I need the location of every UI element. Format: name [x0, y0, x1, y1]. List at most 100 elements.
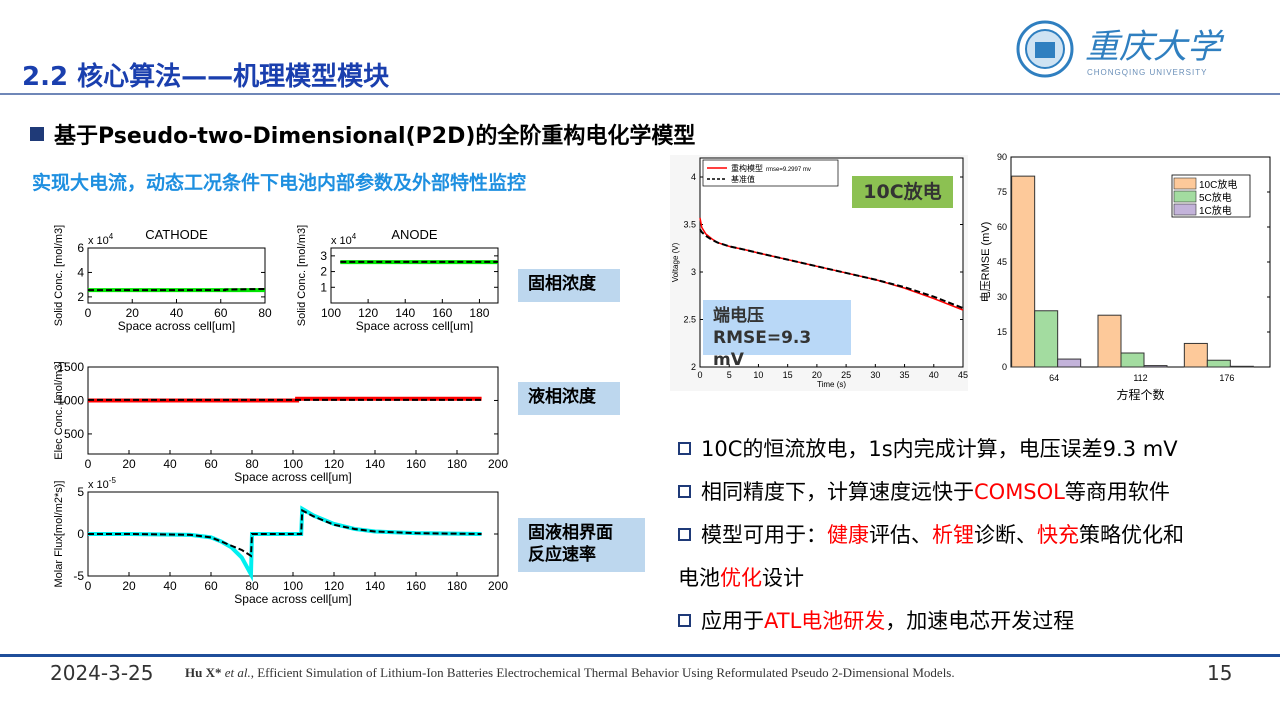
x-tick-label: 140 [395, 306, 415, 320]
series-line-1 [88, 287, 266, 292]
x-tick-label: 10 [753, 370, 763, 380]
x-tick-label: 25 [841, 370, 851, 380]
tag-electrolyte-concentration: 液相浓度 [518, 382, 620, 415]
plot-area [87, 247, 266, 304]
x-axis-label: 方程个数 [1116, 387, 1164, 402]
x-axis-label: Space across cell[um] [356, 319, 473, 333]
bullet-item: 应用于ATL电池研发，加速电芯开发过程 [678, 600, 1278, 643]
bullet-text: 诊断、 [974, 523, 1037, 547]
x-tick-label: 80 [245, 579, 259, 593]
university-logo: 重庆大学 CHONGQING UNIVERSITY [1016, 20, 1225, 78]
x-tick-label: 140 [365, 579, 385, 593]
x-tick-label: 120 [324, 457, 344, 471]
section-heading: 基于Pseudo-two-Dimensional(P2D)的全阶重构电化学模型 [30, 118, 695, 150]
y-scale-label: x 104 [88, 232, 114, 247]
y-axis-label: Molar Flux[mol/m2*s)] [53, 481, 65, 588]
y-tick-label: 4 [691, 172, 696, 182]
tag-line: 反应速率 [528, 545, 596, 565]
x-tick-label: 120 [324, 579, 344, 593]
series-line-1 [88, 508, 482, 558]
y-tick-label: -5 [73, 569, 84, 583]
y-axis-label: 电压RMSE (mV) [979, 222, 992, 303]
x-tick-label: 140 [365, 457, 385, 471]
y-tick-label: 2 [691, 362, 696, 372]
hollow-square-bullet-icon [678, 614, 691, 627]
bullet-text: 评估、 [869, 523, 932, 547]
plot-area [330, 247, 499, 304]
y-tick-label: 3 [320, 249, 327, 263]
footer-divider [0, 654, 1280, 657]
x-tick-label: 176 [1219, 373, 1234, 383]
bar-10C放电-64 [1011, 175, 1036, 368]
bar-10C放电-176 [1183, 342, 1208, 368]
bullet-text: 电池 [678, 566, 720, 590]
bullet-item: 相同精度下，计算速度远快于COMSOL等商用软件 [678, 471, 1278, 514]
y-tick-label: 0 [1002, 362, 1007, 372]
bullet-text: 模型可用于： [701, 523, 827, 547]
citation-text: , Efficient Simulation of Lithium-Ion Ba… [250, 665, 955, 680]
y-tick-label: 2.5 [683, 315, 696, 325]
x-tick-label: 80 [258, 306, 272, 320]
svg-text:重庆大学: 重庆大学 [1085, 28, 1225, 66]
highlight-text: 优化 [720, 566, 762, 590]
footer-date: 2024-3-25 [50, 661, 154, 685]
plot-area [87, 366, 499, 455]
x-tick-label: 64 [1049, 373, 1059, 383]
x-tick-label: 30 [870, 370, 880, 380]
bullet-text: 相同精度下，计算速度远快于 [701, 480, 974, 504]
legend-box [702, 159, 839, 187]
bullet-list: 10C的恒流放电，1s内完成计算，电压误差9.3 mV 相同精度下，计算速度远快于… [678, 428, 1278, 643]
y-tick-label: 15 [997, 327, 1007, 337]
title-divider [0, 93, 1280, 95]
x-tick-label: 20 [812, 370, 822, 380]
heading-text: 基于Pseudo-two-Dimensional(P2D)的全阶重构电化学模型 [54, 124, 696, 149]
y-axis-label: Solid Conc. [mol/m3] [296, 225, 308, 326]
bullet-item: 电池优化设计 [678, 557, 1278, 600]
x-tick-label: 160 [406, 579, 426, 593]
bar-1C放电-64 [1057, 358, 1082, 368]
y-tick-label: 90 [997, 152, 1007, 162]
y-tick-label: 1 [320, 280, 327, 294]
x-axis-label: Time (s) [817, 380, 846, 389]
y-axis-label: Elec Conc. [mol/m3] [53, 361, 65, 459]
bar-5C放电-176 [1206, 359, 1231, 368]
highlight-text: 快充 [1037, 523, 1079, 547]
bullet-item: 10C的恒流放电，1s内完成计算，电压误差9.3 mV [678, 428, 1278, 471]
y-tick-label: 5 [77, 485, 84, 499]
x-tick-label: 60 [204, 457, 218, 471]
tag-line: 固液相界面 [528, 523, 613, 543]
hollow-square-bullet-icon [678, 528, 691, 541]
x-axis-label: Space across cell[um] [118, 319, 235, 333]
x-tick-label: 0 [85, 306, 92, 320]
bullet-item: 模型可用于：健康评估、析锂诊断、快充策略优化和 [678, 514, 1278, 557]
y-scale-label: x 10-5 [88, 476, 116, 491]
x-tick-label: 60 [214, 306, 228, 320]
svg-text:CHONGQING UNIVERSITY: CHONGQING UNIVERSITY [1087, 68, 1207, 77]
highlight-text: 健康 [827, 523, 869, 547]
x-tick-label: 80 [245, 457, 259, 471]
legend-swatch [1173, 177, 1197, 190]
y-axis-label: Solid Conc. [mol/m3] [53, 225, 65, 326]
x-tick-label: 160 [406, 457, 426, 471]
legend-swatch [1173, 203, 1197, 216]
x-tick-label: 15 [783, 370, 793, 380]
x-tick-label: 40 [170, 306, 184, 320]
legend-label: 1C放电 [1199, 204, 1232, 217]
x-tick-label: 180 [447, 457, 467, 471]
x-tick-label: 40 [929, 370, 939, 380]
citation-author: Hu X* [185, 665, 222, 680]
legend-label: 10C放电 [1199, 178, 1237, 191]
rmse-callout: 端电压 RMSE=9.3 mV [703, 300, 851, 370]
bar-5C放电-112 [1120, 352, 1145, 368]
chart-title: CATHODE [145, 227, 208, 242]
y-tick-label: 2 [320, 265, 327, 279]
y-tick-label: 3 [691, 267, 696, 277]
y-tick-label: 60 [997, 222, 1007, 232]
bar-10C放电-112 [1097, 314, 1122, 368]
x-tick-label: 40 [163, 579, 177, 593]
x-tick-label: 200 [488, 579, 508, 593]
legend-label: 5C放电 [1199, 191, 1232, 204]
